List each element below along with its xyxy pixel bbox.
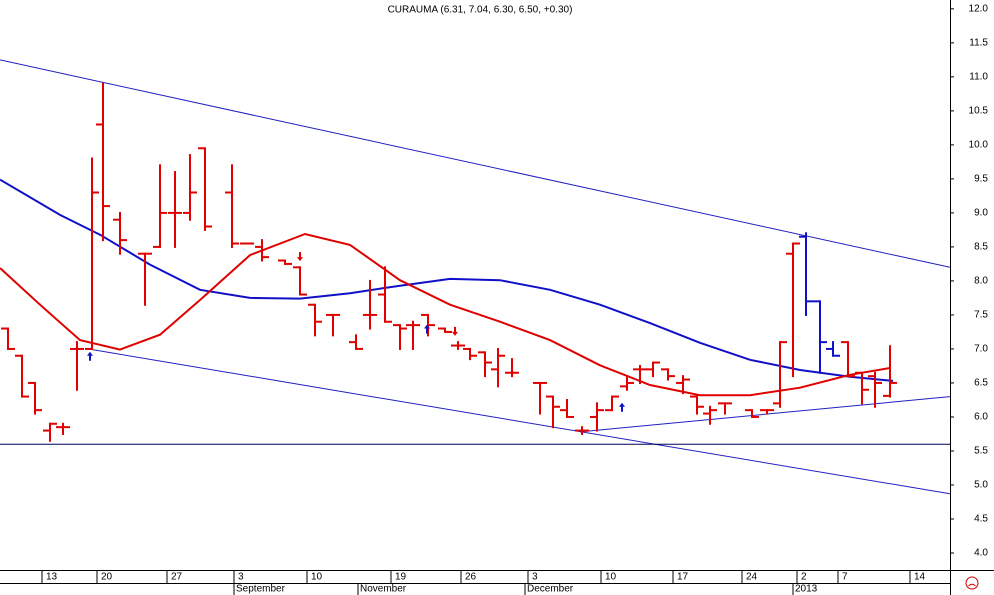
- overlay-line: [0, 232, 891, 397]
- month-tick-label: December: [527, 584, 574, 595]
- overlay-line: [579, 396, 951, 433]
- x-tick-label: 27: [171, 572, 183, 583]
- signal-arrow: [452, 326, 458, 336]
- signal-arrow: [297, 252, 303, 262]
- month-tick-label: September: [236, 584, 286, 595]
- signal-arrow: [619, 402, 625, 412]
- status-icon: [965, 576, 979, 590]
- y-tick-label: 5.0: [974, 480, 988, 491]
- overlay-line: [0, 59, 951, 268]
- y-tick-label: 8.0: [974, 276, 988, 287]
- overlay-line: [87, 348, 951, 495]
- y-tick-label: 10.5: [969, 106, 989, 117]
- y-tick-label: 10.0: [969, 140, 989, 151]
- icon-mouth: [968, 583, 976, 587]
- y-tick-label: 7.5: [974, 310, 988, 321]
- x-tick-label: 19: [395, 572, 407, 583]
- x-tick-label: 10: [605, 572, 617, 583]
- x-tick-label: 2: [801, 572, 807, 583]
- y-tick-label: 11.0: [969, 72, 988, 83]
- x-tick-label: 10: [311, 572, 323, 583]
- y-tick-label: 6.0: [974, 412, 988, 423]
- chart-title: CURAUMA (6.31, 7.04, 6.30, 6.50, +0.30): [388, 5, 573, 16]
- x-tick-label: 3: [532, 572, 538, 583]
- y-tick-label: 7.0: [974, 344, 988, 355]
- y-tick-label: 9.5: [974, 174, 988, 185]
- signal-arrow: [87, 351, 93, 361]
- y-tick-label: 5.5: [974, 446, 988, 457]
- y-tick-label: 9.0: [974, 208, 988, 219]
- y-tick-label: 12.0: [969, 3, 989, 14]
- y-tick-label: 4.0: [974, 548, 988, 559]
- signal-arrow: [424, 324, 430, 334]
- y-tick-label: 6.5: [974, 378, 988, 389]
- overlay-line: [0, 178, 894, 382]
- x-tick-label: 26: [465, 572, 477, 583]
- y-tick-label: 4.5: [974, 514, 988, 525]
- x-tick-label: 13: [46, 572, 58, 583]
- x-tick-label: 7: [842, 572, 848, 583]
- x-tick-label: 3: [238, 572, 244, 583]
- y-tick-label: 8.5: [974, 242, 988, 253]
- x-tick-label: 14: [914, 572, 926, 583]
- icon-face: [965, 576, 979, 590]
- x-tick-label: 20: [101, 572, 113, 583]
- month-tick-label: 2013: [795, 584, 818, 595]
- x-tick-label: 24: [746, 572, 758, 583]
- month-tick-label: November: [360, 584, 407, 595]
- x-tick-label: 17: [677, 572, 689, 583]
- y-tick-label: 11.5: [969, 37, 988, 48]
